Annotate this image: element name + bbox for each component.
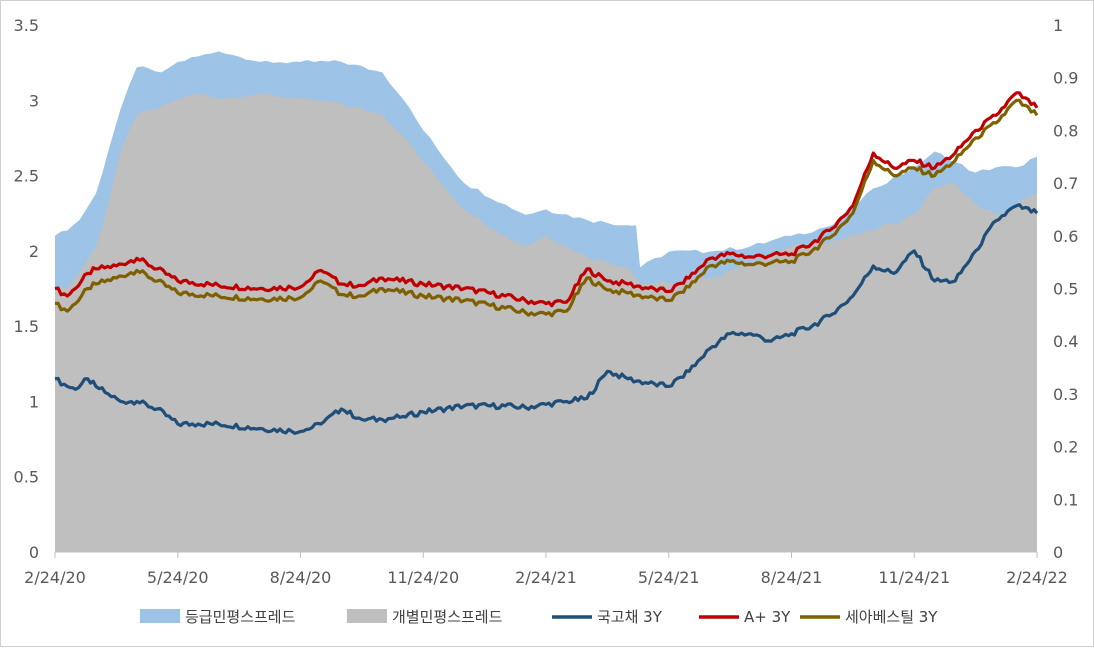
- y-right-tick-label: 0.8: [1053, 121, 1078, 140]
- y-right-tick-label: 0.7: [1053, 174, 1078, 193]
- y-left-tick-label: 3.5: [14, 16, 39, 35]
- legend-label: 국고채 3Y: [597, 608, 663, 626]
- x-tick-label: 8/24/21: [761, 568, 823, 587]
- y-left-tick-label: 0: [29, 543, 39, 562]
- x-tick-label: 2/24/21: [515, 568, 577, 587]
- legend-item: A+ 3Y: [699, 608, 791, 626]
- y-left-tick-label: 2.5: [14, 167, 39, 186]
- x-tick-label: 5/24/21: [638, 568, 700, 587]
- legend-label: 등급민평스프레드: [185, 608, 296, 626]
- legend-label: A+ 3Y: [744, 608, 791, 626]
- y-right-tick-label: 0: [1053, 543, 1063, 562]
- y-left-tick-label: 1.5: [14, 317, 39, 336]
- x-tick-label: 2/24/20: [24, 568, 86, 587]
- legend-swatch: [347, 609, 387, 623]
- legend: 등급민평스프레드 개별민평스프레드 국고채 3Y A+ 3Y 세아베스틸 3Y: [140, 608, 938, 626]
- y-left-tick-label: 2: [29, 242, 39, 261]
- x-tick-label: 8/24/20: [270, 568, 332, 587]
- line-layer: [54, 91, 1039, 435]
- legend-item: 등급민평스프레드: [140, 608, 296, 626]
- area-layer: [55, 51, 1037, 553]
- x-tick-label: 2/24/22: [1006, 568, 1068, 587]
- y-right-tick-label: 0.2: [1053, 438, 1078, 457]
- y-right-tick-label: 0.1: [1053, 490, 1078, 509]
- legend-swatch: [140, 609, 180, 623]
- line-series-2: [54, 203, 1039, 435]
- y-left-tick-label: 1: [29, 392, 39, 411]
- axes-layer: 2/24/20 5/24/20 8/24/20 11/24/20 2/24/21 5/24…: [14, 16, 1079, 587]
- legend-item: 개별민평스프레드: [347, 608, 503, 626]
- line-series-4: [54, 98, 1039, 318]
- area-series-1: [55, 93, 1037, 553]
- y-right-tick-label: 0.5: [1053, 280, 1078, 299]
- legend-label: 개별민평스프레드: [392, 608, 503, 626]
- legend-item: 국고채 3Y: [552, 608, 663, 626]
- x-tick-label: 11/24/20: [387, 568, 459, 587]
- line-series-3: [54, 91, 1039, 308]
- y-left-tick-label: 3: [29, 91, 39, 110]
- legend-item: 세아베스틸 3Y: [800, 608, 938, 626]
- y-right-tick-label: 1: [1053, 16, 1063, 35]
- x-tick-label: 11/24/21: [878, 568, 950, 587]
- y-left-tick-label: 0.5: [14, 468, 39, 487]
- y-right-tick-label: 0.6: [1053, 227, 1078, 246]
- y-right-tick-label: 0.9: [1053, 69, 1078, 88]
- y-right-tick-label: 0.4: [1053, 332, 1078, 351]
- x-tick-label: 5/24/20: [147, 568, 209, 587]
- y-right-tick-label: 0.3: [1053, 385, 1078, 404]
- legend-label: 세아베스틸 3Y: [845, 608, 938, 626]
